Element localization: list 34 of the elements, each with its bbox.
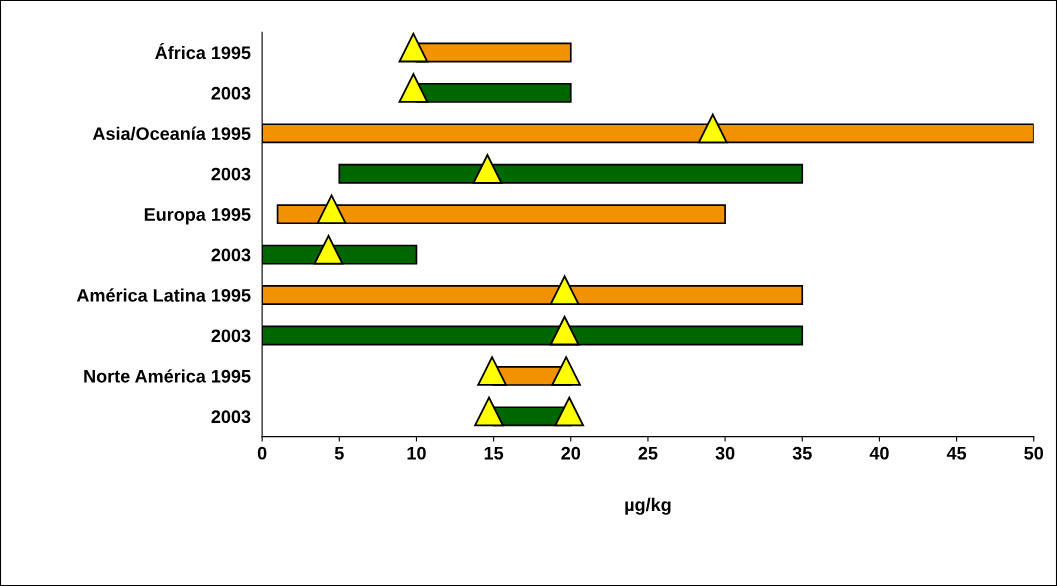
y-tick-label: 2003 — [211, 86, 251, 100]
x-tick-label: 35 — [792, 446, 812, 460]
point — [549, 315, 580, 346]
point — [477, 356, 507, 386]
point — [697, 113, 728, 144]
y-tick-label: América Latina 1995 — [76, 288, 251, 302]
point — [474, 396, 504, 427]
point — [472, 154, 503, 184]
x-tick-label: 40 — [869, 446, 889, 460]
y-tick-label: 2003 — [211, 329, 251, 343]
y-tick-label: África 1995 — [155, 42, 251, 60]
y-tick-label: Europa 1995 — [144, 208, 251, 225]
x-tick-label: 20 — [561, 446, 581, 460]
y-tick-label: 2003 — [211, 167, 251, 181]
y-tick-label: 2003 — [211, 410, 251, 424]
x-tick-label: 50 — [1024, 446, 1044, 460]
point — [398, 32, 429, 63]
x-tick-label: 25 — [638, 446, 658, 460]
y-tick-label: Norte América 1995 — [84, 369, 251, 383]
point — [316, 194, 347, 225]
x-tick-label: 15 — [484, 446, 504, 460]
point — [551, 356, 581, 386]
x-tick-label: 45 — [946, 446, 967, 460]
x-axis-title: µg/kg — [625, 497, 671, 515]
point — [549, 275, 580, 305]
point — [398, 73, 429, 103]
x-tick-label: 5 — [334, 446, 344, 460]
y-tick-label: Asia/Oceanía 1995 — [92, 126, 251, 141]
x-tick-label: 0 — [257, 446, 267, 460]
point — [313, 234, 344, 265]
x-tick-label: 30 — [715, 446, 735, 460]
y-tick-label: 2003 — [211, 248, 251, 262]
point — [554, 396, 585, 427]
x-tick-label: 10 — [407, 446, 426, 460]
